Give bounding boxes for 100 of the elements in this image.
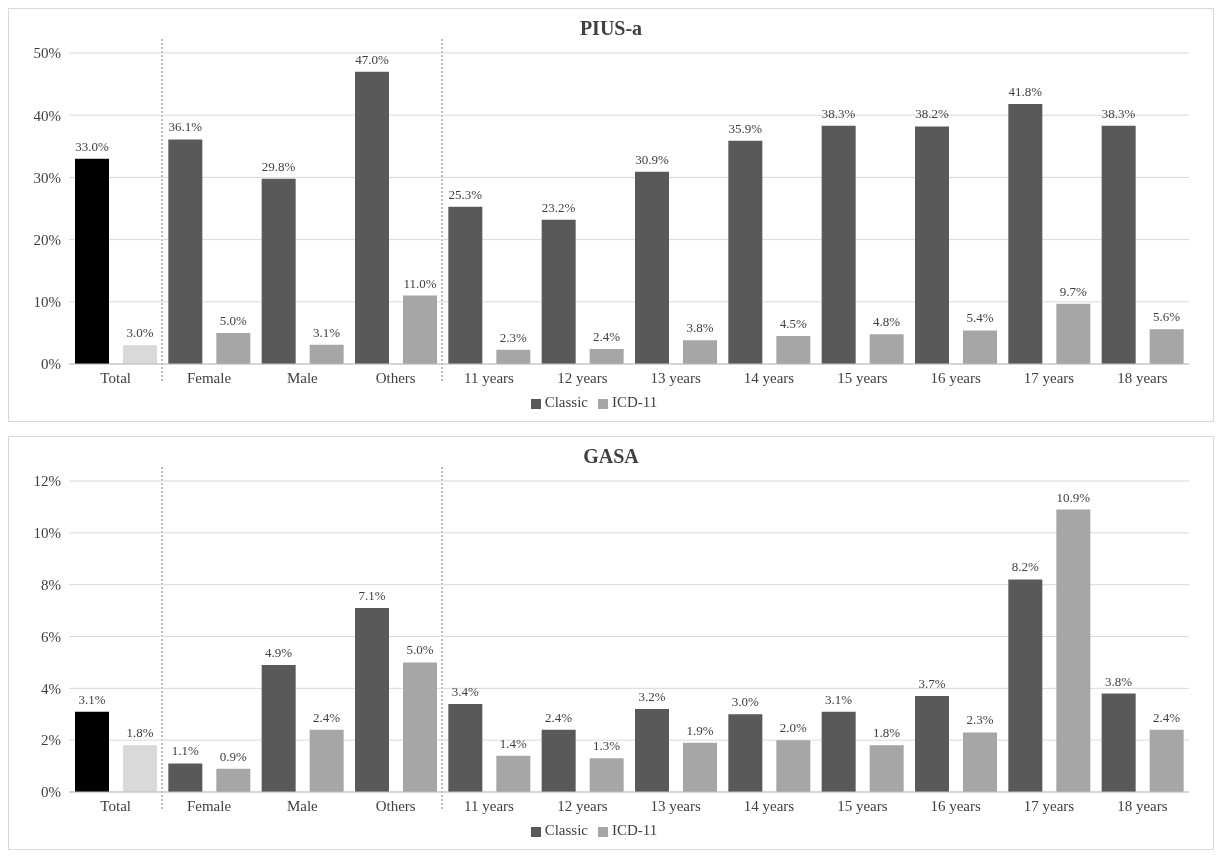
y-tick-label: 4% [41, 680, 61, 697]
bar [355, 71, 389, 364]
bar [403, 295, 437, 364]
data-label: 30.9% [635, 151, 669, 167]
data-label: 5.0% [406, 642, 434, 658]
x-tick-label: 16 years [930, 797, 982, 814]
bar [915, 696, 949, 792]
data-label: 38.2% [915, 106, 949, 122]
y-tick-label: 6% [41, 628, 61, 645]
y-tick-label: 30% [33, 169, 61, 186]
bar [541, 219, 576, 364]
data-label: 5.0% [219, 312, 248, 328]
x-tick-label: 11 years [464, 369, 515, 386]
y-tick-label: 20% [33, 231, 61, 248]
y-tick-label: 8% [41, 576, 61, 593]
bar [309, 344, 344, 364]
data-label: 29.8% [261, 158, 296, 174]
x-tick-label: 18 years [1117, 369, 1168, 386]
data-label: 8.2% [1011, 559, 1040, 575]
bar [168, 139, 203, 364]
bar [635, 709, 669, 792]
x-tick-label: Total [100, 369, 131, 386]
data-label: 3.8% [686, 320, 714, 336]
data-label: 3.1% [313, 324, 341, 340]
data-label: 1.4% [499, 735, 528, 751]
data-label: 3.0% [126, 325, 154, 341]
x-tick-label: 13 years [650, 797, 702, 814]
data-label: 38.3% [1101, 105, 1136, 121]
legend-label: Classic [544, 394, 589, 410]
data-label: 5.4% [966, 310, 994, 326]
y-tick-label: 10% [33, 525, 61, 542]
bar [1149, 729, 1184, 792]
data-label: 38.3% [821, 105, 856, 121]
data-label: 33.0% [75, 138, 109, 154]
bar [1101, 693, 1136, 792]
x-tick-label: 14 years [743, 797, 795, 814]
bar [541, 729, 576, 792]
bar [1101, 125, 1136, 364]
chart-title: PIUS-a [578, 17, 644, 40]
bar [75, 711, 109, 792]
bar [776, 336, 811, 364]
x-tick-label: Female [186, 797, 232, 814]
x-tick-label: 12 years [557, 369, 608, 386]
data-label: 36.1% [168, 119, 203, 135]
x-tick-label: Female [186, 369, 232, 386]
data-label: 2.4% [1153, 709, 1181, 725]
data-label: 23.2% [541, 199, 576, 215]
data-label: 3.1% [825, 691, 853, 707]
data-label: 2.3% [966, 712, 994, 728]
y-tick-label: 2% [41, 732, 61, 749]
data-label: 2.3% [499, 329, 528, 345]
bar [963, 330, 997, 364]
legend-label: ICD-11 [612, 394, 658, 410]
data-label: 2.4% [313, 709, 341, 725]
data-label: 4.8% [873, 314, 901, 330]
x-tick-label: 14 years [743, 369, 795, 386]
bar [261, 665, 296, 792]
bar [1056, 509, 1091, 792]
chart-title: GASA [582, 445, 640, 468]
bar [496, 755, 531, 792]
data-label: 2.4% [545, 709, 573, 725]
bar [216, 768, 251, 792]
x-tick-label: 15 years [837, 797, 888, 814]
bar [309, 729, 344, 792]
x-tick-label: Male [286, 797, 319, 814]
legend-label: ICD-11 [612, 822, 658, 838]
bar [635, 171, 669, 364]
data-label: 5.6% [1153, 309, 1181, 325]
x-tick-label: 17 years [1023, 369, 1075, 386]
bar [1056, 303, 1091, 364]
data-label: 0.9% [219, 748, 248, 764]
bar [728, 714, 763, 792]
bar [963, 732, 997, 792]
bar [1008, 579, 1043, 792]
bar [216, 332, 251, 364]
data-label: 4.9% [265, 645, 293, 661]
y-tick-label: 0% [41, 356, 61, 373]
data-label: 47.0% [355, 51, 389, 67]
bar [448, 206, 483, 364]
data-label: 10.9% [1056, 489, 1091, 505]
bar [915, 126, 949, 364]
bar [261, 178, 296, 364]
x-tick-label: 15 years [837, 369, 888, 386]
data-label: 35.9% [728, 120, 763, 136]
data-label: 1.9% [686, 722, 714, 738]
x-tick-label: 18 years [1117, 797, 1168, 814]
legend-label: Classic [544, 822, 589, 838]
bar [75, 158, 109, 364]
data-label: 9.7% [1059, 283, 1088, 299]
x-tick-label: Male [286, 369, 319, 386]
bar [1008, 104, 1043, 364]
y-tick-label: 40% [33, 107, 61, 124]
y-tick-label: 10% [33, 294, 61, 311]
data-label: 1.1% [171, 743, 200, 759]
data-label: 3.2% [638, 689, 666, 705]
x-tick-label: Others [375, 369, 416, 386]
bar [821, 125, 856, 364]
data-label: 1.8% [126, 725, 154, 741]
data-label: 1.8% [873, 725, 901, 741]
bar [168, 763, 203, 792]
